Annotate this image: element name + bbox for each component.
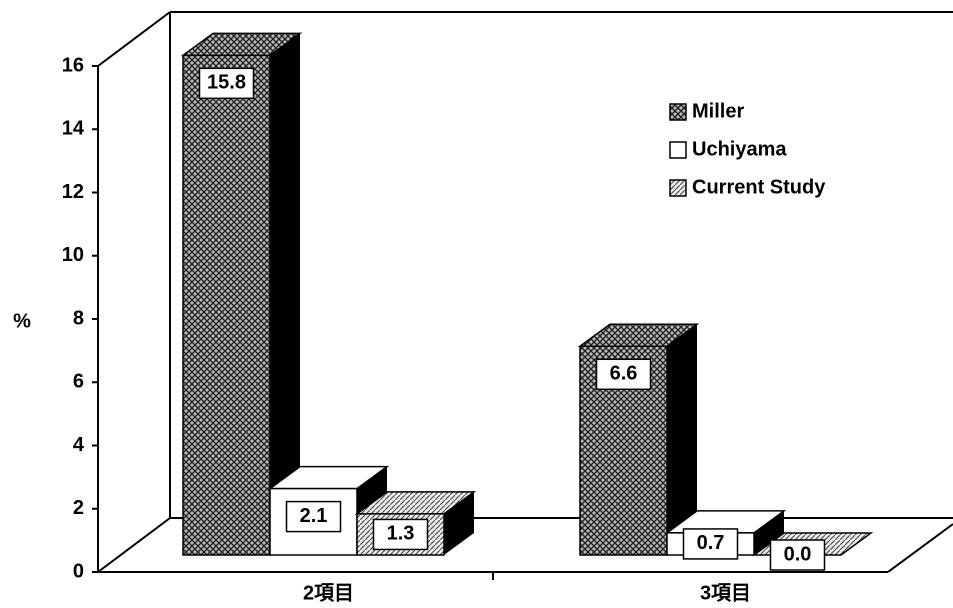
data-label: 2.1	[300, 505, 328, 527]
x-tick-label: 2項目	[303, 582, 354, 604]
data-label-box	[285, 500, 342, 533]
data-label-box	[595, 358, 652, 391]
data-label-box	[372, 518, 429, 551]
y-tick-label: 6	[73, 371, 84, 393]
y-tick-label: 14	[62, 118, 85, 140]
data-label-box	[682, 528, 739, 560]
x-tick-label: 3項目	[700, 582, 751, 604]
data-label: 1.3	[387, 523, 415, 545]
bar-side	[754, 510, 784, 555]
y-tick-label: 4	[73, 434, 85, 456]
legend-swatch	[669, 179, 687, 197]
legend-swatch	[669, 103, 687, 121]
y-tick-label: 12	[62, 181, 84, 203]
y-axis-title: %	[13, 310, 31, 332]
legend-swatch	[669, 141, 687, 159]
legend-label: Miller	[692, 100, 744, 122]
bar-side	[444, 491, 474, 555]
data-label: 6.6	[610, 363, 638, 385]
y-tick-label: 16	[62, 54, 84, 76]
data-label: 0.7	[697, 532, 725, 554]
data-label: 0.0	[784, 543, 812, 565]
legend-label: Uchiyama	[692, 138, 787, 160]
y-tick-label: 2	[73, 497, 84, 519]
data-label: 15.8	[207, 72, 246, 94]
y-tick-label: 0	[73, 560, 84, 582]
data-label-box	[198, 67, 255, 100]
y-tick-label: 8	[73, 307, 84, 329]
bar-side	[667, 324, 697, 555]
bar	[182, 54, 271, 556]
legend-label: Current Study	[692, 176, 826, 198]
y-tick-label: 10	[62, 244, 84, 266]
bar-side	[270, 33, 300, 555]
data-label-box	[769, 539, 826, 571]
